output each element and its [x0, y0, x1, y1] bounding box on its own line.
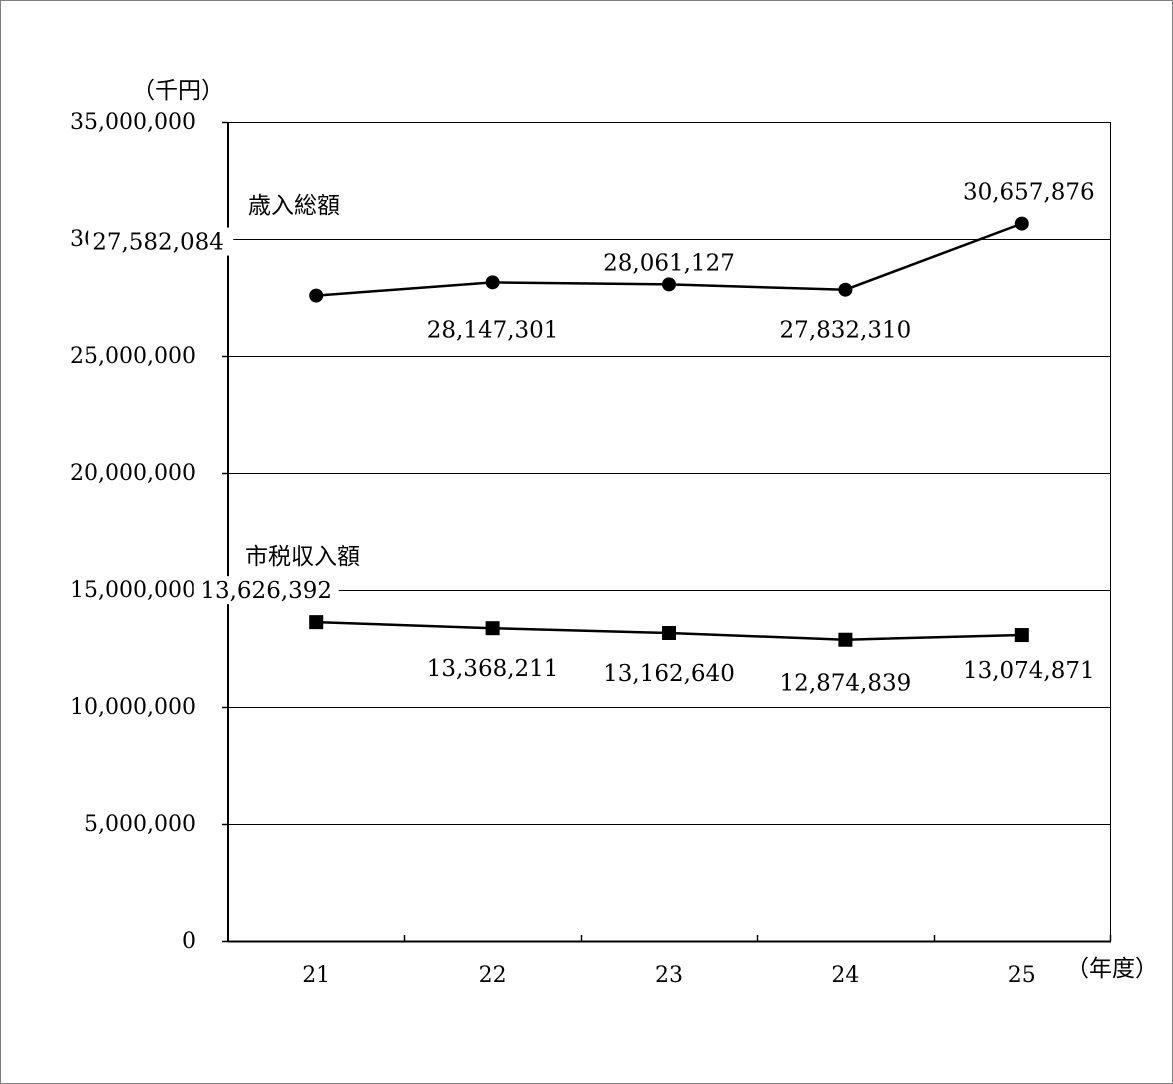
data-label-series-0-24: 27,832,310	[780, 318, 912, 344]
series-0-point-22	[485, 275, 500, 290]
series-name-bg-1	[242, 543, 363, 571]
series-1-point-21	[309, 615, 324, 630]
series-name-city-tax: 市税収入額	[245, 544, 360, 570]
data-label-series-0-25: 30,657,876	[963, 180, 1095, 206]
series-lines	[309, 216, 1029, 647]
data-labels: 27,582,084 28,147,301 28,061,127 27,832,310…	[88, 180, 1095, 697]
data-label-series-1-22: 13,368,211	[427, 656, 559, 682]
x-tick-label-25: 25	[1008, 963, 1036, 988]
series-0-point-24	[838, 282, 853, 297]
y-tick-label-4: 20,000,000	[70, 461, 196, 486]
series-1-point-25	[1014, 628, 1029, 643]
data-label-series-0-23: 28,061,127	[603, 250, 735, 276]
series-0-point-25	[1014, 216, 1029, 231]
series-1-point-24	[838, 632, 853, 647]
series-0-point-23	[662, 277, 676, 292]
x-tick-label-21: 21	[302, 963, 330, 988]
y-axis-unit-label: （千円）	[132, 78, 224, 104]
series-name-revenue-total: 歳入総額	[248, 193, 340, 219]
y-tick-label-3: 15,000,000	[70, 578, 196, 603]
x-axis-unit-label: （年度）	[1066, 956, 1158, 982]
data-label-series-1-21: 13,626,392	[200, 578, 332, 604]
y-tick-label-2: 10,000,000	[70, 695, 196, 720]
data-label-bg-0-0	[88, 227, 234, 256]
y-tick-label-1: 5,000,000	[84, 812, 196, 837]
x-tick-label-24: 24	[831, 963, 859, 988]
data-label-series-1-24: 12,874,839	[780, 671, 912, 697]
data-label-series-0-22: 28,147,301	[427, 317, 559, 343]
y-tick-label-5: 25,000,000	[70, 344, 196, 369]
data-label-series-1-23: 13,162,640	[603, 661, 735, 687]
data-label-series-0-21: 27,582,084	[92, 230, 224, 256]
y-tick-label-7: 35,000,000	[70, 110, 196, 135]
series-1-point-23	[662, 625, 676, 640]
gridlines	[228, 122, 1111, 941]
x-tick-label-22: 22	[479, 963, 507, 988]
y-tick-label-0: 0	[182, 929, 196, 954]
data-label-series-1-25: 13,074,871	[963, 658, 1095, 684]
series-name-bg-0	[245, 192, 343, 220]
series-1-point-22	[485, 621, 500, 636]
data-label-bg-1-0	[193, 576, 339, 605]
x-tick-label-23: 23	[655, 963, 683, 988]
series-0-point-21	[309, 288, 324, 303]
